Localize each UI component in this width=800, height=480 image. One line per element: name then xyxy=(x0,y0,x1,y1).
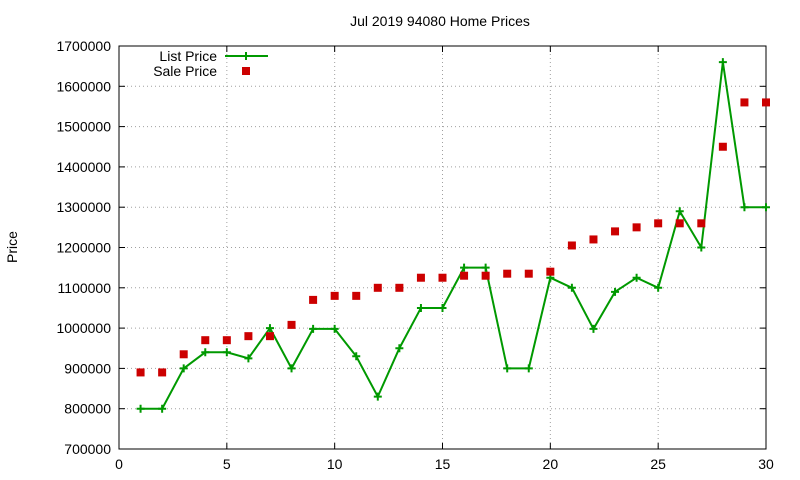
list-price-point xyxy=(611,287,620,296)
legend-label-sale-price: Sale Price xyxy=(153,63,217,79)
sale-price-point xyxy=(352,291,361,300)
sale-price-point xyxy=(416,273,425,282)
list-price-point xyxy=(460,263,469,272)
y-axis-label: Price xyxy=(4,231,20,263)
sale-price-point xyxy=(589,235,598,244)
list-price-point xyxy=(287,364,296,373)
sale-price-point xyxy=(438,273,447,282)
y-tick-label: 1100000 xyxy=(58,280,112,296)
y-tick-label: 1700000 xyxy=(56,38,111,54)
list-price-point xyxy=(697,243,706,252)
legend: List Price Sale Price xyxy=(153,48,268,79)
sale-price-point xyxy=(179,350,188,359)
list-price-point xyxy=(265,324,274,333)
list-price-point xyxy=(179,364,188,373)
sale-price-point xyxy=(287,320,296,329)
legend-label-list-price: List Price xyxy=(159,48,217,64)
axis-ticks: 0 5 10 15 20 25 30 700000 800000 900000 1000000 110… xyxy=(56,38,774,472)
y-tick-label: 900000 xyxy=(64,360,111,376)
x-tick-label: 0 xyxy=(115,456,123,472)
sale-price-point xyxy=(481,271,490,280)
sale-price-point xyxy=(611,227,620,236)
list-price-point xyxy=(158,404,167,413)
y-tick-label: 1600000 xyxy=(56,78,111,94)
sale-price-point xyxy=(675,219,684,228)
list-price-line xyxy=(140,61,766,410)
y-tick-label: 1000000 xyxy=(56,320,111,336)
sale-price-point xyxy=(546,267,555,276)
y-tick-label: 1400000 xyxy=(56,159,111,175)
y-tick-label: 1200000 xyxy=(56,240,111,256)
legend-marker-list-price xyxy=(242,52,250,60)
sale-price-point xyxy=(503,269,512,278)
sale-price-point xyxy=(222,336,231,345)
list-price-point xyxy=(524,364,533,373)
x-tick-label: 10 xyxy=(327,456,343,472)
sale-price-point xyxy=(762,98,770,107)
sale-price-point xyxy=(654,219,663,228)
sale-price-point xyxy=(330,291,339,300)
list-price-point xyxy=(373,392,382,401)
list-price-point xyxy=(589,324,598,333)
sale-price-point xyxy=(718,142,727,151)
list-price-point xyxy=(201,348,210,357)
x-tick-label: 25 xyxy=(650,456,666,472)
legend-marker-sale-price xyxy=(242,67,250,75)
sale-price-point xyxy=(697,219,706,228)
sale-price-point xyxy=(265,332,274,341)
list-price-point xyxy=(567,283,576,292)
sale-price-point xyxy=(309,295,318,304)
x-tick-label: 15 xyxy=(435,456,451,472)
sale-price-point xyxy=(244,332,253,341)
list-price-point xyxy=(481,263,490,272)
sale-price-point xyxy=(632,223,641,232)
list-price-point xyxy=(330,324,339,333)
x-tick-label: 20 xyxy=(543,456,559,472)
series xyxy=(136,58,770,413)
list-price-point xyxy=(762,203,770,212)
y-tick-label: 800000 xyxy=(64,401,111,417)
x-tick-label: 30 xyxy=(758,456,774,472)
list-price-point xyxy=(632,273,641,282)
list-price-point xyxy=(309,324,318,333)
list-price-point xyxy=(503,364,512,373)
sale-price-point xyxy=(373,283,382,292)
y-tick-label: 1300000 xyxy=(56,199,111,215)
y-tick-label: 1500000 xyxy=(56,119,111,135)
list-price-point xyxy=(654,283,663,292)
y-tick-label: 700000 xyxy=(64,441,111,457)
sale-price-point xyxy=(524,269,533,278)
x-tick-label: 5 xyxy=(223,456,231,472)
list-price-point xyxy=(718,58,727,67)
list-price-point xyxy=(136,404,145,413)
sale-price-point xyxy=(460,271,469,280)
sale-price-point xyxy=(136,368,145,377)
list-price-point xyxy=(395,344,404,353)
list-price-point xyxy=(222,348,231,357)
list-price-point xyxy=(740,203,749,212)
sale-price-point xyxy=(201,336,210,345)
sale-price-point xyxy=(567,241,576,250)
sale-price-point xyxy=(158,368,167,377)
chart-title: Jul 2019 94080 Home Prices xyxy=(350,13,530,29)
list-price-point xyxy=(416,303,425,312)
list-price-point xyxy=(438,303,447,312)
sale-price-point xyxy=(740,98,749,107)
list-price-point xyxy=(352,352,361,361)
list-price-point xyxy=(675,207,684,216)
sale-price-point xyxy=(395,283,404,292)
list-price-point xyxy=(244,354,253,363)
